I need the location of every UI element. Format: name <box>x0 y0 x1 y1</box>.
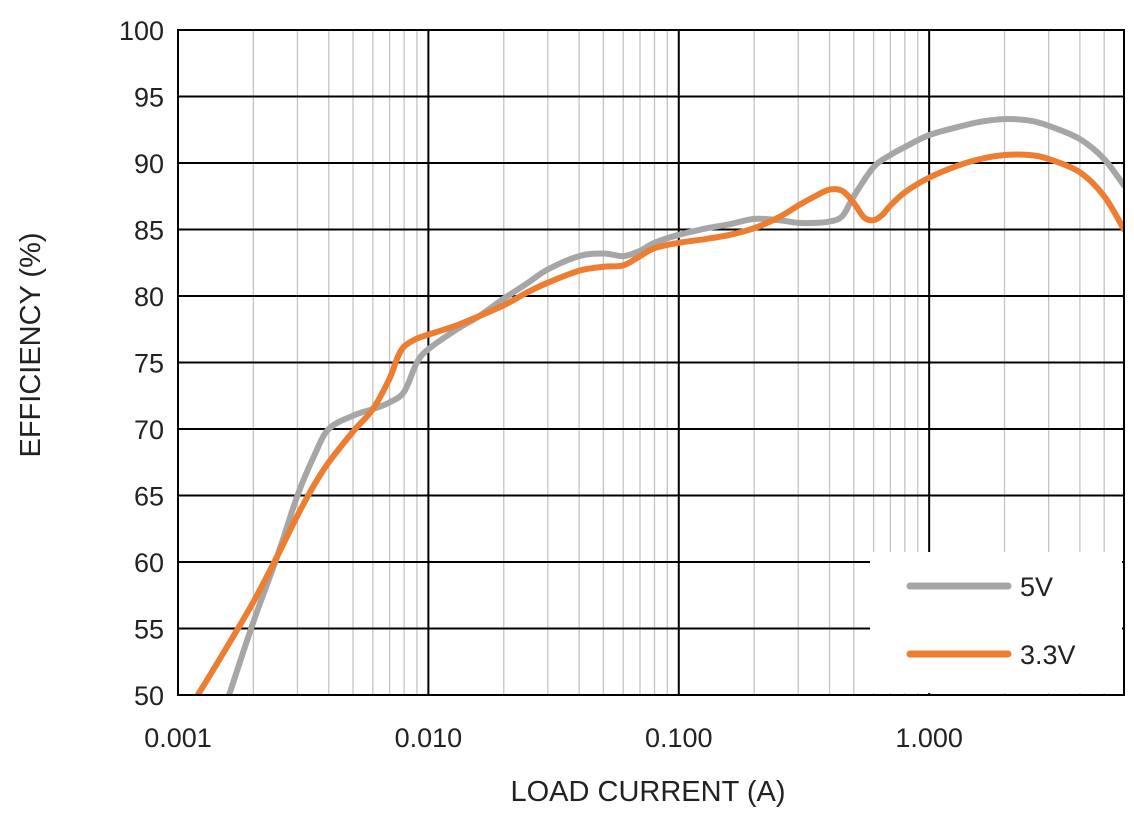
y-tick-label: 95 <box>134 83 164 113</box>
series-layer <box>194 116 1124 695</box>
y-axis-title: EFFICIENCY (%) <box>15 232 47 457</box>
x-tick-label: 1.000 <box>895 723 963 753</box>
y-tick-label: 65 <box>134 482 164 512</box>
tick-labels: 50 55 60 65 70 75 80 85 90 95 100 0.001 0.010 0.100 1.… <box>119 16 963 753</box>
legend-box <box>870 552 1122 693</box>
x-tick-label: 0.001 <box>144 723 212 753</box>
legend-label-5v: 5V <box>1020 572 1053 602</box>
y-tick-label: 55 <box>134 615 164 645</box>
plot-frame <box>177 29 1125 696</box>
y-tick-label: 70 <box>134 415 164 445</box>
x-tick-label: 0.100 <box>645 723 713 753</box>
x-axis-title: LOAD CURRENT (A) <box>511 776 786 808</box>
y-tick-label: 75 <box>134 349 164 379</box>
series-line-33v <box>194 151 1124 695</box>
legend: 5V 3.3V <box>870 552 1122 693</box>
y-tick-label: 85 <box>134 216 164 246</box>
y-tick-label: 80 <box>134 282 164 312</box>
y-tick-label: 50 <box>134 681 164 711</box>
y-tick-label: 90 <box>134 149 164 179</box>
legend-label-3v3: 3.3V <box>1020 640 1076 670</box>
y-tick-label: 60 <box>134 548 164 578</box>
x-tick-label: 0.010 <box>395 723 463 753</box>
y-tick-label: 100 <box>119 16 164 46</box>
